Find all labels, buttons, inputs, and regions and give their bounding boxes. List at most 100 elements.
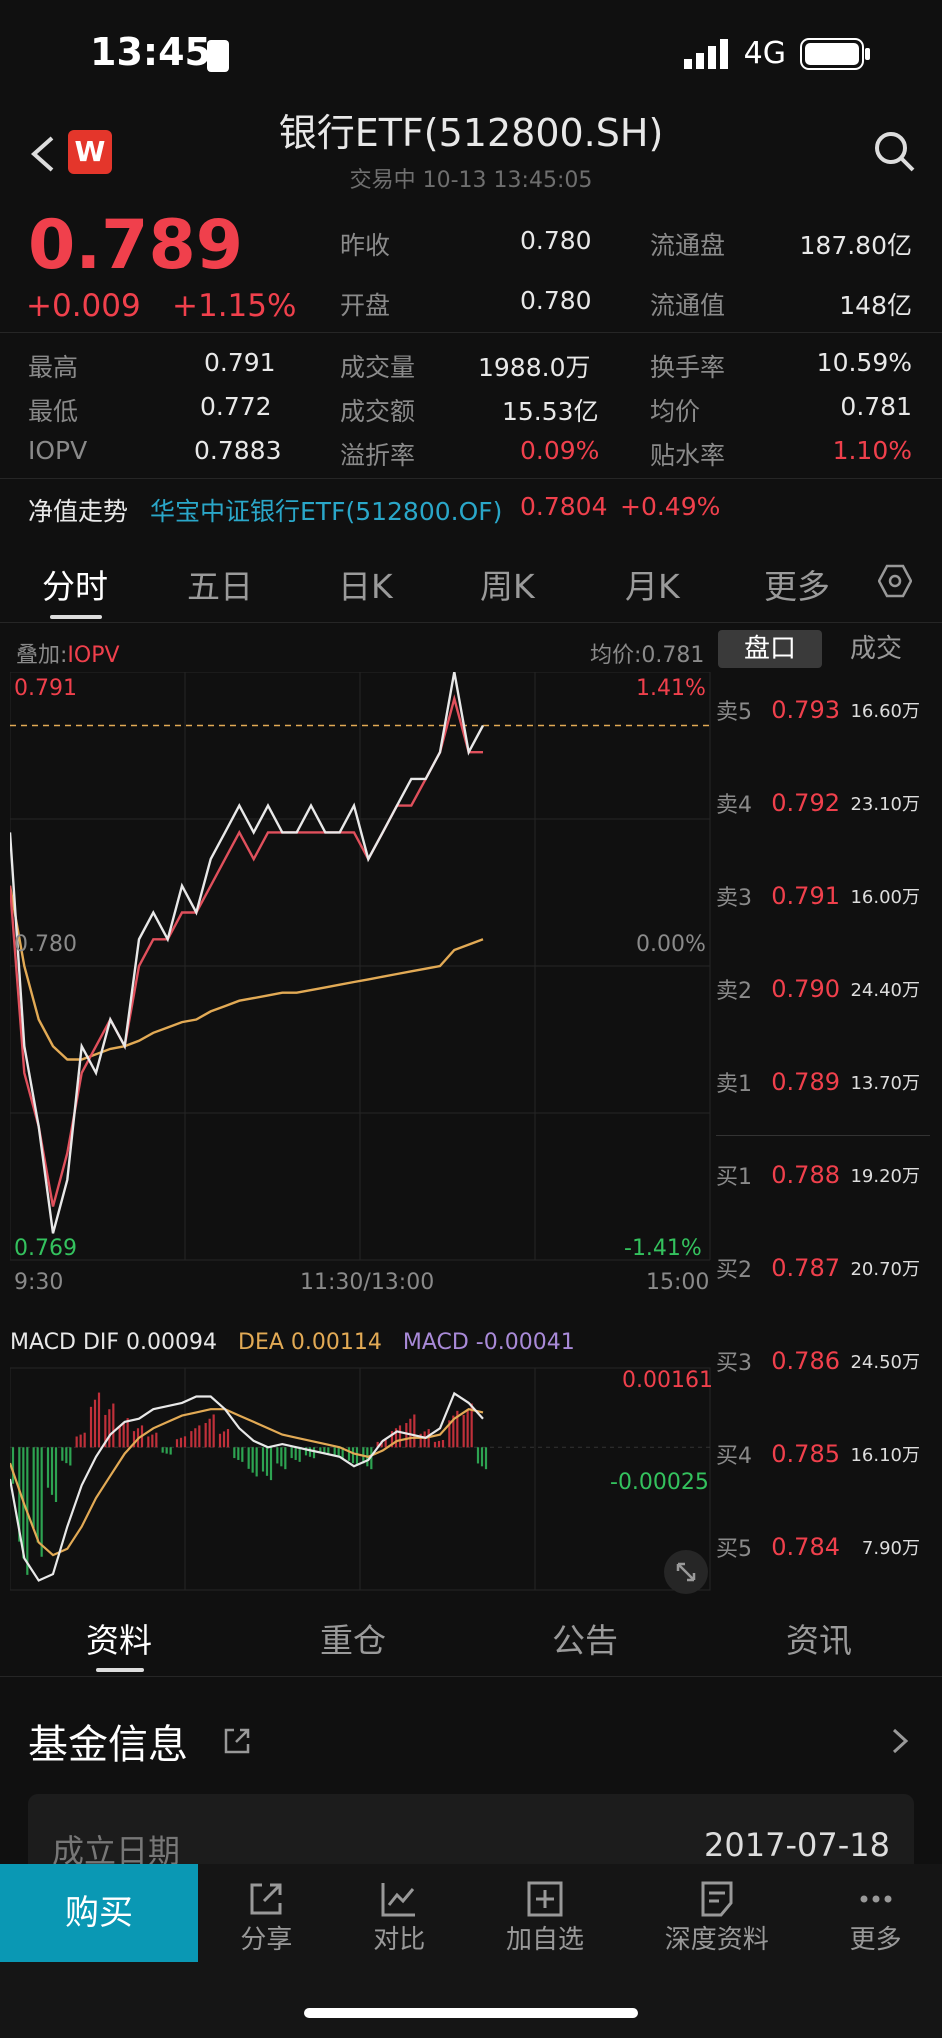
document-icon	[701, 1881, 733, 1916]
orderbook-divider	[716, 1135, 930, 1136]
search-icon[interactable]	[873, 130, 915, 172]
orderbook-level: 买1	[716, 1165, 752, 1190]
nav-pct: +0.49%	[620, 492, 721, 521]
tab-announcements[interactable]: 公告	[552, 1621, 618, 1660]
chart-top-price: 0.791	[14, 676, 77, 701]
share-action[interactable]: 分享	[240, 1879, 292, 1956]
orderbook-row[interactable]: 卖1 0.789 13.70万	[716, 1062, 936, 1102]
iopv-label: IOPV	[28, 436, 88, 465]
sim-card-icon	[207, 40, 229, 72]
open-label: 开盘	[340, 291, 391, 320]
tab-more[interactable]: 更多	[764, 567, 830, 606]
float-value-label: 流通值	[650, 291, 726, 320]
tab-five-day[interactable]: 五日	[187, 567, 253, 606]
intraday-chart[interactable]	[10, 672, 714, 1262]
add-watchlist-label: 加自选	[505, 1924, 584, 1955]
macd-dif-line	[10, 1391, 484, 1582]
divider	[0, 1676, 942, 1677]
premium-value: 0.09%	[520, 436, 600, 465]
tab-daily-k[interactable]: 日K	[338, 567, 393, 606]
turnover-rate-value: 10.59%	[816, 348, 912, 377]
orderbook-price: 0.785	[771, 1440, 840, 1468]
chart-grid	[10, 672, 711, 1261]
volume-value: 1988.0万	[478, 353, 591, 382]
open-value: 0.780	[520, 286, 592, 315]
series-line-series-0	[10, 672, 485, 1234]
orderbook-volume: 19.20万	[850, 1166, 920, 1187]
more-action[interactable]: 更多	[850, 1879, 902, 1956]
more-dots-icon	[860, 1895, 892, 1902]
orderbook-row[interactable]: 卖5 0.793 16.60万	[716, 690, 936, 730]
avg-price-readout: 均价:0.781	[590, 643, 705, 668]
tab-monthly-k[interactable]: 月K	[625, 567, 680, 606]
macd-chart[interactable]	[10, 1330, 714, 1594]
back-icon[interactable]	[28, 134, 56, 174]
orderbook-price: 0.792	[771, 789, 840, 817]
orderbook-volume: 20.70万	[850, 1259, 920, 1280]
amount-value: 15.53亿	[502, 397, 599, 426]
x-axis-start: 9:30	[14, 1270, 64, 1295]
tab-holdings[interactable]: 重仓	[320, 1621, 386, 1660]
price-change-pct: +1.15%	[172, 288, 297, 324]
bottom-actions: 分享 对比 加自选 深度资料 更多	[200, 1872, 942, 1962]
home-indicator	[304, 2008, 638, 2018]
divider	[0, 622, 942, 623]
float-shares-label: 流通盘	[650, 231, 726, 260]
signal-icon	[683, 38, 728, 69]
side-tab-orderbook[interactable]: 盘口	[718, 630, 822, 668]
established-date-label: 成立日期	[52, 1832, 181, 1870]
nav-trend-label[interactable]: 净值走势	[28, 497, 129, 526]
compare-action[interactable]: 对比	[373, 1879, 425, 1956]
orderbook-row[interactable]: 买3 0.786 24.50万	[716, 1341, 936, 1381]
orderbook-row[interactable]: 卖3 0.791 16.00万	[716, 876, 936, 916]
orderbook-level: 买3	[716, 1351, 752, 1376]
page-title: 银行ETF(512800.SH)	[278, 111, 664, 155]
expand-icon	[676, 1562, 696, 1582]
orderbook-volume: 13.70万	[850, 1073, 920, 1094]
orderbook-level: 卖5	[716, 700, 752, 725]
orderbook-price: 0.790	[771, 975, 840, 1003]
orderbook-volume: 16.60万	[850, 701, 920, 722]
orderbook-volume: 16.00万	[850, 887, 920, 908]
orderbook-row[interactable]: 买5 0.784 7.90万	[716, 1527, 936, 1567]
orderbook-price: 0.788	[771, 1161, 840, 1189]
tab-profile[interactable]: 资料	[86, 1621, 152, 1660]
deep-info-action[interactable]: 深度资料	[665, 1879, 769, 1956]
orderbook-price: 0.791	[771, 882, 840, 910]
overlay-name: IOPV	[67, 643, 120, 668]
chevron-right-icon[interactable]	[890, 1726, 910, 1756]
expand-button[interactable]	[664, 1550, 708, 1594]
orderbook-level: 买5	[716, 1537, 752, 1562]
high-label: 最高	[28, 353, 79, 382]
orderbook-row[interactable]: 买1 0.788 19.20万	[716, 1155, 936, 1195]
orderbook-row[interactable]: 买2 0.787 20.70万	[716, 1248, 936, 1288]
discount-value: 1.10%	[832, 436, 912, 465]
prev-close-value: 0.780	[520, 226, 592, 255]
orderbook-volume: 16.10万	[850, 1445, 920, 1466]
tab-news[interactable]: 资讯	[786, 1621, 852, 1660]
orderbook-volume: 7.90万	[861, 1538, 920, 1559]
add-box-icon	[527, 1881, 563, 1916]
tab-intraday[interactable]: 分时	[42, 567, 108, 606]
settings-icon[interactable]	[878, 564, 912, 598]
overlay-label[interactable]: 叠加:IOPV	[16, 637, 120, 669]
add-watchlist-action[interactable]: 加自选	[506, 1879, 584, 1956]
orderbook-row[interactable]: 卖2 0.790 24.40万	[716, 969, 936, 1009]
avg-price-label: 均价	[650, 397, 701, 426]
buy-button[interactable]: 购买	[0, 1864, 198, 1962]
share-icon[interactable]	[222, 1726, 252, 1756]
orderbook-level: 买2	[716, 1258, 752, 1283]
chart-line-icon	[381, 1882, 416, 1916]
macd-bot-label: -0.00025	[610, 1470, 709, 1495]
linked-fund-link[interactable]: 华宝中证银行ETF(512800.OF)	[150, 497, 503, 526]
orderbook-row[interactable]: 买4 0.785 16.10万	[716, 1434, 936, 1474]
tab-weekly-k[interactable]: 周K	[480, 567, 535, 606]
divider	[0, 332, 942, 333]
orderbook-row[interactable]: 卖4 0.792 23.10万	[716, 783, 936, 823]
side-tab-trades[interactable]: 成交	[849, 634, 902, 664]
chart-mid-price: 0.780	[14, 932, 77, 957]
orderbook-volume: 24.40万	[850, 980, 920, 1001]
deep-info-label: 深度资料	[664, 1924, 769, 1955]
overlay-prefix: 叠加:	[16, 643, 68, 668]
macd-legend: MACD DIF 0.00094 DEA 0.00114 MACD -0.000…	[10, 1330, 575, 1355]
